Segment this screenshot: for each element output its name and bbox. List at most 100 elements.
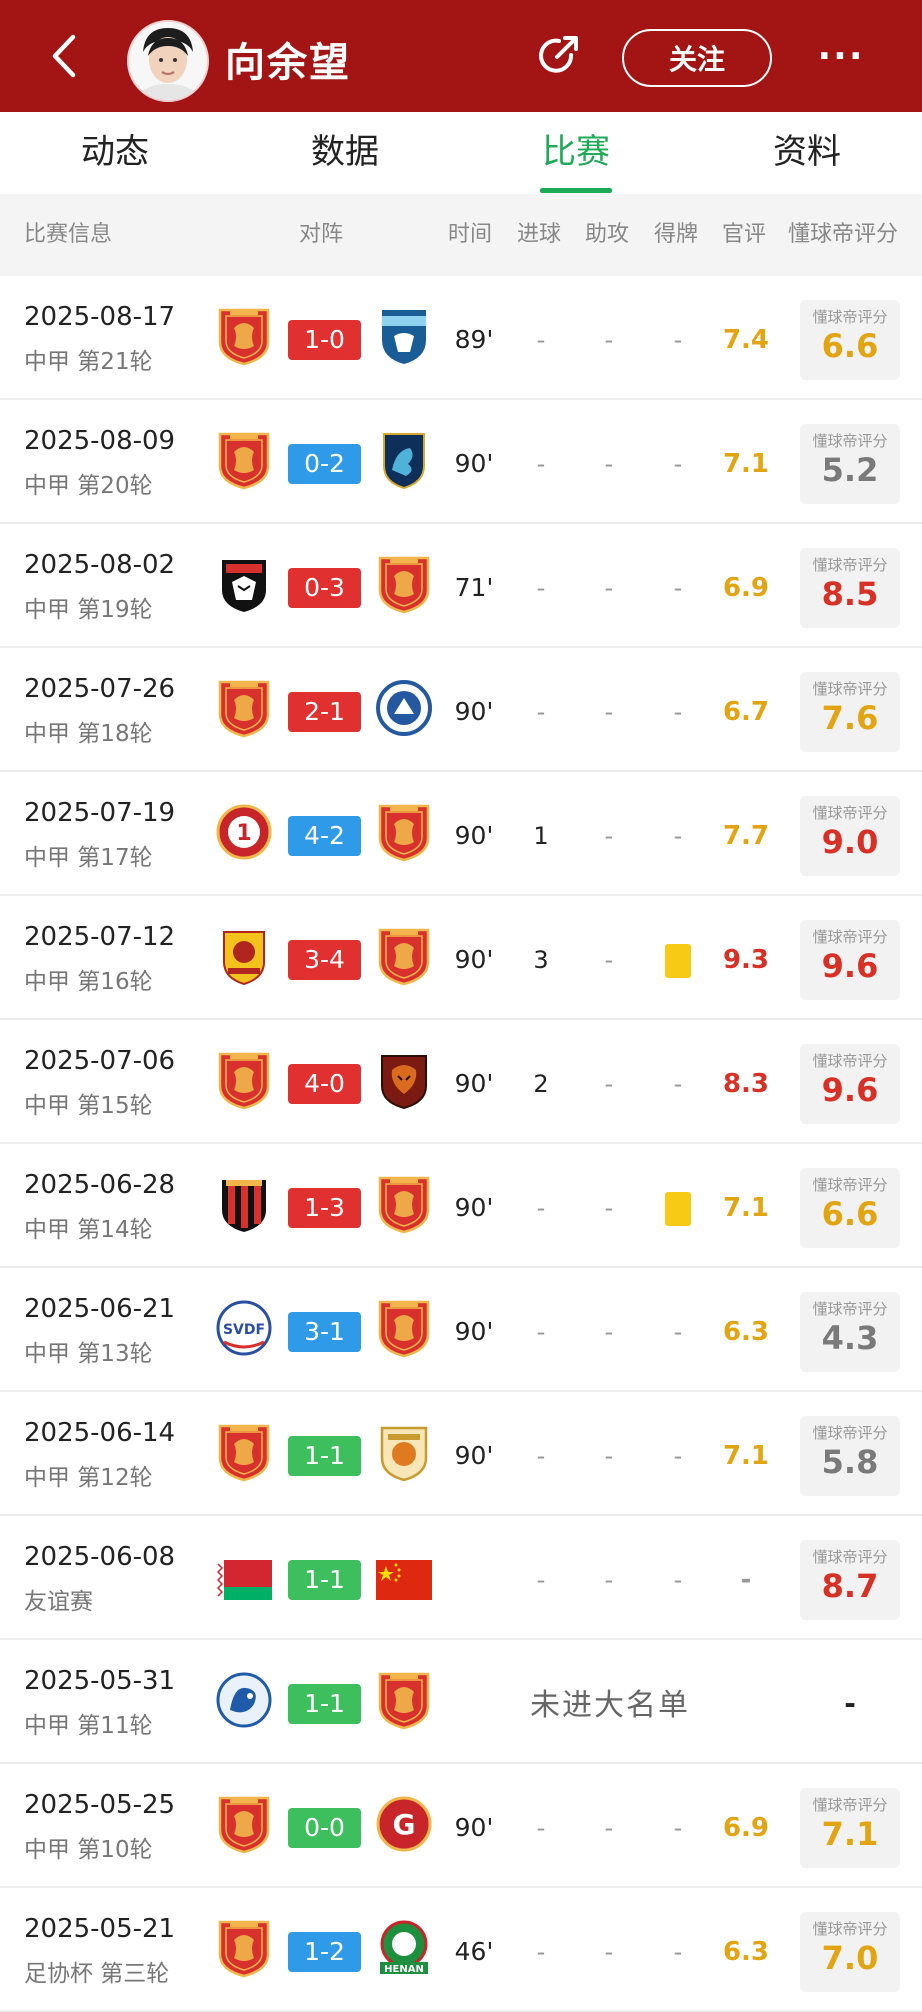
cards-value: - <box>673 1814 683 1842</box>
dq-rating-box[interactable]: 懂球帝评分 9.6 <box>800 920 900 1000</box>
dq-rating-value: 5.8 <box>821 1443 879 1481</box>
dq-rating-box[interactable]: 懂球帝评分 6.6 <box>800 300 900 380</box>
match-score[interactable]: 2-1 <box>288 692 361 732</box>
player-avatar[interactable] <box>127 20 209 102</box>
dq-rating-box[interactable]: 懂球帝评分 6.6 <box>800 1168 900 1248</box>
dq-rating-box[interactable]: 懂球帝评分 7.0 <box>800 1912 900 1992</box>
follow-button[interactable]: 关注 <box>622 29 772 87</box>
away-team-crest-navy-dragon-icon[interactable] <box>376 430 432 490</box>
home-team-crest-svdf-icon[interactable]: SVDF <box>216 1298 272 1358</box>
match-score[interactable]: 1-0 <box>288 320 361 360</box>
dq-rating-box[interactable]: 懂球帝评分 9.6 <box>800 1044 900 1124</box>
match-row[interactable]: 2025-07-06 中甲 第15轮 4-0 90' 2 - - 8.3 懂球帝评分 9.6 <box>0 1020 922 1144</box>
away-team-flag-china-icon[interactable] <box>376 1560 432 1620</box>
assists-value: - <box>604 1814 614 1842</box>
match-row[interactable]: 2025-05-21 足协杯 第三轮 1-2 HENAN 46' - - - 6.3 懂球帝评分 7… <box>0 1888 922 2012</box>
tab-profile[interactable]: 资料 <box>773 132 841 172</box>
active-tab-indicator <box>540 188 612 193</box>
match-row[interactable]: 2025-07-12 中甲 第16轮 3-4 90' 3 - 9.3 懂球帝评分 9.6 <box>0 896 922 1020</box>
home-team-crest-union-icon[interactable] <box>216 554 272 614</box>
home-team-crest-red-icon[interactable] <box>216 1918 272 1978</box>
away-team-crest-red-g-icon[interactable]: G <box>376 1794 432 1854</box>
home-team-crest-red-icon[interactable] <box>216 678 272 738</box>
tab-data[interactable]: 数据 <box>311 132 379 172</box>
match-score[interactable]: 4-0 <box>288 1064 361 1104</box>
cards-value: - <box>673 1566 683 1594</box>
match-row[interactable]: 2025-08-09 中甲 第20轮 0-2 90' - - - 7.1 懂球帝评分 5.2 <box>0 400 922 524</box>
dq-rating-value: 4.3 <box>821 1319 879 1357</box>
tab-dynamic[interactable]: 动态 <box>81 132 149 172</box>
away-team-crest-red-icon[interactable] <box>376 554 432 614</box>
match-row[interactable]: 2025-08-02 中甲 第19轮 0-3 71' - - - 6.9 懂球帝评分 8.5 <box>0 524 922 648</box>
match-date: 2025-06-08 <box>24 1542 176 1572</box>
home-team-crest-red-icon[interactable] <box>216 1422 272 1482</box>
back-button[interactable] <box>36 26 92 86</box>
away-team-crest-tiger-icon[interactable] <box>376 1050 432 1110</box>
home-team-crest-red-icon[interactable] <box>216 1050 272 1110</box>
home-team-crest-red-circle-1-icon[interactable]: 1 <box>216 802 272 862</box>
match-score[interactable]: 1-1 <box>288 1684 361 1724</box>
official-rating: 7.1 <box>722 1193 770 1223</box>
match-row[interactable]: 2025-06-08 友谊赛 1-1 - - - - 懂球帝评分 8.7 <box>0 1516 922 1640</box>
dq-rating-box[interactable]: 懂球帝评分 5.8 <box>800 1416 900 1496</box>
match-row[interactable]: 2025-07-26 中甲 第18轮 2-1 90' - - - 6.7 懂球帝评分 7.6 <box>0 648 922 772</box>
away-team-crest-red-icon[interactable] <box>376 1174 432 1234</box>
match-score[interactable]: 4-2 <box>288 816 361 856</box>
match-row[interactable]: 2025-06-14 中甲 第12轮 1-1 90' - - - 7.1 懂球帝评分 5.8 <box>0 1392 922 1516</box>
svg-text:SVDF: SVDF <box>223 1322 265 1338</box>
more-options-button[interactable]: ··· <box>806 26 876 86</box>
match-score[interactable]: 0-2 <box>288 444 361 484</box>
away-team-crest-red-icon[interactable] <box>376 1298 432 1358</box>
match-row[interactable]: 2025-05-25 中甲 第10轮 0-0 G 90' - - - 6.9 懂球帝评分 7.1 <box>0 1764 922 1888</box>
match-score[interactable]: 1-3 <box>288 1188 361 1228</box>
match-score[interactable]: 0-0 <box>288 1808 361 1848</box>
home-team-crest-yellow-lion-icon[interactable] <box>216 926 272 986</box>
match-row[interactable]: 2025-08-17 中甲 第21轮 1-0 89' - - - 7.4 懂球帝评分 6.6 <box>0 276 922 400</box>
not-in-squad-label: 未进大名单 <box>530 1688 690 1723</box>
match-row[interactable]: 2025-07-19 中甲 第17轮 1 4-2 90' 1 - - 7.7 懂球帝评分 9.0 <box>0 772 922 896</box>
away-team-crest-gold-icon[interactable] <box>376 1422 432 1482</box>
match-date: 2025-06-21 <box>24 1294 176 1324</box>
match-row[interactable]: 2025-06-21 中甲 第13轮 SVDF 3-1 90' - - - 6.3 懂球帝评分 4.… <box>0 1268 922 1392</box>
home-team-crest-red-icon[interactable] <box>216 430 272 490</box>
official-rating: 7.1 <box>722 1441 770 1471</box>
match-score[interactable]: 3-4 <box>288 940 361 980</box>
col-matchup: 对阵 <box>299 222 344 247</box>
match-score[interactable]: 1-1 <box>288 1560 361 1600</box>
col-time: 时间 <box>448 222 493 247</box>
match-competition: 中甲 第14轮 <box>24 1217 153 1243</box>
dq-rating-box[interactable]: 懂球帝评分 7.6 <box>800 672 900 752</box>
share-button[interactable] <box>528 26 588 86</box>
home-team-crest-red-icon[interactable] <box>216 1794 272 1854</box>
dq-rating-box[interactable]: 懂球帝评分 8.5 <box>800 548 900 628</box>
home-team-crest-red-black-stripes-icon[interactable] <box>216 1174 272 1234</box>
away-team-crest-red-icon[interactable] <box>376 802 432 862</box>
match-score[interactable]: 1-1 <box>288 1436 361 1476</box>
away-team-crest-red-icon[interactable] <box>376 1670 432 1730</box>
away-team-crest-blue-round-icon[interactable] <box>376 678 432 738</box>
match-score[interactable]: 0-3 <box>288 568 361 608</box>
away-team-crest-red-icon[interactable] <box>376 926 432 986</box>
match-score[interactable]: 1-2 <box>288 1932 361 1972</box>
home-team-flag-belarus-icon[interactable] <box>216 1560 272 1620</box>
away-team-crest-henan-icon[interactable]: HENAN <box>376 1918 432 1978</box>
dq-rating-box[interactable]: 懂球帝评分 7.1 <box>800 1788 900 1868</box>
home-team-crest-blue-dragon-icon[interactable] <box>216 1670 272 1730</box>
official-rating: 9.3 <box>722 945 770 975</box>
match-row[interactable]: 2025-06-28 中甲 第14轮 1-3 90' - - 7.1 懂球帝评分 6.6 <box>0 1144 922 1268</box>
minutes-played: 90' <box>454 1193 494 1222</box>
dq-rating-box[interactable]: 懂球帝评分 8.7 <box>800 1540 900 1620</box>
minutes-played: 90' <box>454 1813 494 1842</box>
away-team-crest-blue-shield-icon[interactable] <box>376 306 432 366</box>
dq-rating-box[interactable]: 懂球帝评分 5.2 <box>800 424 900 504</box>
dq-rating-label: 懂球帝评分 <box>812 1052 888 1070</box>
dq-rating-label: 懂球帝评分 <box>812 432 888 450</box>
home-team-crest-red-icon[interactable] <box>216 306 272 366</box>
cards-value: - <box>673 1938 683 1966</box>
match-score[interactable]: 3-1 <box>288 1312 361 1352</box>
yellow-card-icon <box>665 944 691 978</box>
match-row[interactable]: 2025-05-31 中甲 第11轮 1-1 未进大名单 - <box>0 1640 922 1764</box>
dq-rating-box[interactable]: 懂球帝评分 9.0 <box>800 796 900 876</box>
dq-rating-box[interactable]: 懂球帝评分 4.3 <box>800 1292 900 1372</box>
tab-matches[interactable]: 比赛 <box>542 132 610 172</box>
